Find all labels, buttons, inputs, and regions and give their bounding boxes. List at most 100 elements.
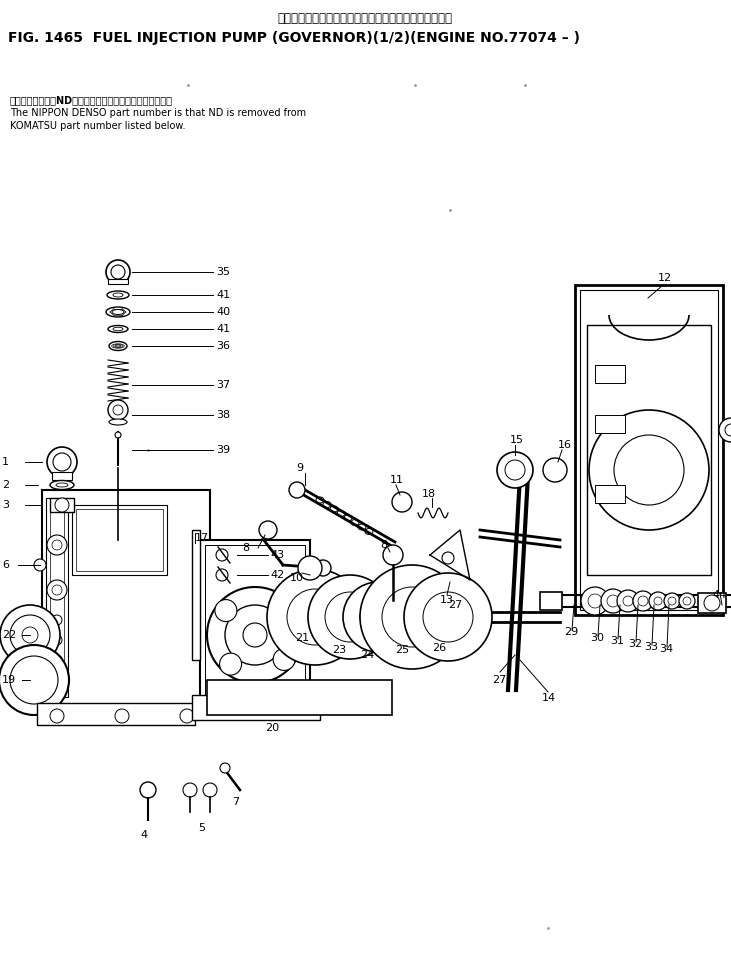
Text: 44: 44 bbox=[712, 590, 727, 600]
Text: 24: 24 bbox=[360, 650, 374, 660]
Text: 27: 27 bbox=[448, 600, 462, 610]
Text: 22: 22 bbox=[2, 630, 16, 640]
Bar bbox=[50, 498, 74, 512]
Circle shape bbox=[497, 452, 533, 488]
Bar bbox=[108, 279, 128, 284]
Text: 40: 40 bbox=[216, 307, 230, 317]
Bar bbox=[540, 592, 562, 610]
Circle shape bbox=[52, 615, 62, 625]
Ellipse shape bbox=[113, 293, 123, 297]
Circle shape bbox=[55, 498, 69, 512]
Bar bbox=[37, 703, 195, 725]
Text: 36: 36 bbox=[216, 341, 230, 351]
Text: 15: 15 bbox=[510, 435, 524, 445]
Text: 35: 35 bbox=[216, 267, 230, 277]
Text: 34: 34 bbox=[659, 644, 673, 654]
Circle shape bbox=[183, 783, 197, 797]
Text: 5: 5 bbox=[198, 823, 205, 833]
Text: 4: 4 bbox=[140, 830, 147, 840]
Circle shape bbox=[392, 492, 412, 512]
Ellipse shape bbox=[109, 419, 127, 425]
Ellipse shape bbox=[109, 341, 127, 350]
Text: 14: 14 bbox=[542, 693, 556, 703]
Text: 23: 23 bbox=[332, 645, 346, 655]
Circle shape bbox=[225, 605, 285, 665]
Circle shape bbox=[543, 458, 567, 482]
Circle shape bbox=[325, 592, 375, 642]
Circle shape bbox=[614, 435, 684, 505]
Text: 41: 41 bbox=[216, 290, 230, 300]
Circle shape bbox=[47, 580, 67, 600]
Circle shape bbox=[315, 560, 331, 576]
Circle shape bbox=[649, 592, 667, 610]
Bar bbox=[192, 530, 200, 660]
Circle shape bbox=[725, 424, 731, 436]
Bar bbox=[46, 498, 68, 697]
Circle shape bbox=[22, 627, 38, 643]
Text: 26: 26 bbox=[432, 643, 446, 653]
Circle shape bbox=[273, 648, 295, 671]
Bar bbox=[200, 540, 310, 705]
Circle shape bbox=[140, 782, 156, 798]
Circle shape bbox=[505, 460, 525, 480]
Text: 12: 12 bbox=[658, 273, 672, 283]
Circle shape bbox=[52, 540, 62, 550]
Circle shape bbox=[404, 573, 492, 661]
Bar bbox=[580, 290, 718, 610]
Text: 8: 8 bbox=[380, 540, 387, 550]
Text: 42: 42 bbox=[270, 570, 284, 580]
Circle shape bbox=[215, 600, 237, 622]
Circle shape bbox=[607, 595, 619, 607]
Text: 11: 11 bbox=[390, 475, 404, 485]
Text: 29: 29 bbox=[564, 627, 578, 637]
Bar bbox=[595, 485, 625, 503]
Text: 37: 37 bbox=[216, 380, 230, 390]
Text: 27: 27 bbox=[492, 675, 507, 685]
Bar bbox=[205, 545, 305, 700]
Text: 8: 8 bbox=[242, 543, 249, 553]
Ellipse shape bbox=[107, 291, 129, 299]
Circle shape bbox=[679, 593, 695, 609]
Circle shape bbox=[423, 592, 473, 642]
Circle shape bbox=[220, 763, 230, 773]
Circle shape bbox=[216, 549, 228, 561]
Bar bbox=[595, 415, 625, 433]
Circle shape bbox=[683, 597, 691, 605]
Text: 19: 19 bbox=[2, 675, 16, 685]
Circle shape bbox=[106, 260, 130, 284]
Bar bbox=[575, 285, 723, 615]
Text: 18: 18 bbox=[422, 489, 436, 499]
Text: 9: 9 bbox=[296, 463, 303, 473]
Text: 2: 2 bbox=[2, 480, 9, 490]
Circle shape bbox=[289, 482, 305, 498]
Circle shape bbox=[268, 595, 290, 617]
Circle shape bbox=[298, 556, 322, 580]
Circle shape bbox=[287, 589, 343, 645]
Circle shape bbox=[10, 615, 50, 655]
Circle shape bbox=[719, 418, 731, 442]
Circle shape bbox=[589, 410, 709, 530]
Circle shape bbox=[623, 596, 633, 606]
Circle shape bbox=[52, 655, 62, 665]
Ellipse shape bbox=[56, 483, 68, 487]
Circle shape bbox=[259, 521, 277, 539]
Circle shape bbox=[664, 593, 680, 609]
Text: 7: 7 bbox=[232, 797, 239, 807]
Text: 16: 16 bbox=[558, 440, 572, 450]
Circle shape bbox=[442, 552, 454, 564]
Circle shape bbox=[383, 545, 403, 565]
Circle shape bbox=[343, 582, 413, 652]
Circle shape bbox=[53, 453, 71, 471]
Text: 20: 20 bbox=[265, 723, 279, 733]
Text: 1: 1 bbox=[2, 457, 9, 467]
Circle shape bbox=[601, 589, 625, 613]
Circle shape bbox=[52, 585, 62, 595]
Circle shape bbox=[108, 400, 128, 420]
Bar bbox=[207, 680, 392, 715]
Circle shape bbox=[207, 587, 303, 683]
Circle shape bbox=[115, 709, 129, 723]
Text: 38: 38 bbox=[216, 410, 230, 420]
Text: 32: 32 bbox=[628, 639, 642, 649]
Text: 品番のメーカ記号NDを除いたものが日本電術の品番です。: 品番のメーカ記号NDを除いたものが日本電術の品番です。 bbox=[10, 95, 173, 105]
Bar bbox=[52, 472, 72, 480]
